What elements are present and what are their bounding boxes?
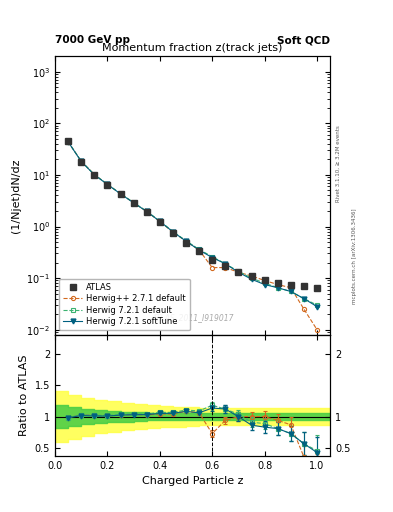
Legend: ATLAS, Herwig++ 2.7.1 default, Herwig 7.2.1 default, Herwig 7.2.1 softTune: ATLAS, Herwig++ 2.7.1 default, Herwig 7.… (59, 279, 190, 330)
Y-axis label: Ratio to ATLAS: Ratio to ATLAS (19, 354, 29, 436)
Text: 7000 GeV pp: 7000 GeV pp (55, 35, 130, 45)
Text: ATLAS_2011_I919017: ATLAS_2011_I919017 (151, 313, 234, 323)
Y-axis label: (1/Njet)dN/dz: (1/Njet)dN/dz (11, 158, 21, 233)
Text: Soft QCD: Soft QCD (277, 35, 330, 45)
X-axis label: Charged Particle z: Charged Particle z (142, 476, 243, 486)
Title: Momentum fraction z(track jets): Momentum fraction z(track jets) (103, 43, 283, 53)
Text: mcplots.cern.ch [arXiv:1306.3436]: mcplots.cern.ch [arXiv:1306.3436] (352, 208, 357, 304)
Text: Rivet 3.1.10, ≥ 3.2M events: Rivet 3.1.10, ≥ 3.2M events (336, 125, 341, 202)
